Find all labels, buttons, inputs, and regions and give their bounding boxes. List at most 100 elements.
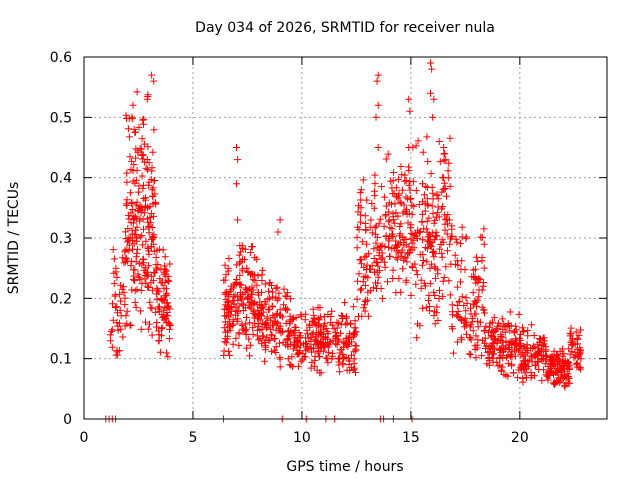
data-point	[494, 337, 502, 345]
data-point	[306, 323, 314, 331]
data-point	[147, 243, 155, 251]
data-point	[544, 376, 552, 384]
data-point	[110, 280, 118, 288]
data-point	[307, 338, 315, 345]
data-point	[333, 341, 341, 349]
data-point	[551, 362, 559, 370]
data-point	[165, 277, 173, 285]
data-point	[534, 340, 542, 348]
data-point	[144, 325, 152, 333]
data-point	[571, 352, 579, 360]
data-point	[373, 285, 380, 292]
data-point	[267, 316, 275, 324]
data-point	[235, 302, 243, 310]
data-point	[507, 352, 514, 360]
data-point	[430, 307, 438, 315]
data-point	[358, 238, 366, 246]
data-point	[243, 344, 251, 352]
data-point	[324, 359, 332, 367]
data-point	[440, 274, 448, 281]
data-point	[430, 248, 438, 256]
data-point	[283, 293, 291, 301]
data-point	[478, 233, 486, 241]
data-point	[370, 187, 378, 195]
data-point	[264, 321, 272, 329]
data-point	[266, 294, 274, 302]
data-point	[528, 352, 536, 360]
data-point	[434, 208, 442, 216]
data-point	[446, 291, 454, 299]
data-point	[371, 224, 379, 232]
data-point	[371, 171, 379, 179]
data-point	[428, 183, 436, 191]
data-point	[158, 325, 165, 333]
data-point	[255, 310, 263, 318]
data-point	[234, 309, 242, 317]
data-point	[250, 307, 258, 315]
data-point	[484, 349, 492, 357]
data-point	[473, 341, 481, 349]
data-point	[472, 253, 480, 261]
data-point	[474, 336, 482, 344]
data-point	[506, 327, 514, 335]
data-point	[140, 259, 148, 267]
data-point	[135, 182, 143, 190]
data-point	[519, 324, 526, 332]
data-point	[233, 180, 240, 188]
data-point	[237, 248, 245, 256]
data-point	[480, 240, 488, 248]
data-point	[284, 328, 292, 336]
data-point	[427, 242, 434, 250]
data-point	[368, 229, 376, 237]
data-point	[355, 313, 362, 320]
data-point	[149, 148, 157, 156]
data-point	[323, 354, 331, 362]
data-point	[567, 324, 575, 332]
data-point	[243, 264, 251, 272]
data-point	[161, 253, 169, 261]
data-point	[222, 339, 230, 347]
data-point	[573, 345, 581, 353]
data-point	[412, 229, 420, 237]
data-point	[153, 323, 160, 331]
data-point	[348, 338, 355, 346]
data-point	[287, 361, 295, 369]
data-point	[265, 287, 273, 295]
data-point	[302, 347, 310, 355]
data-point	[343, 313, 350, 321]
data-point	[258, 340, 266, 348]
data-point	[566, 332, 574, 340]
data-point	[143, 95, 151, 103]
data-point	[225, 347, 233, 355]
data-point	[468, 273, 476, 281]
data-point	[478, 352, 486, 360]
data-point	[123, 196, 131, 204]
data-point	[226, 351, 234, 359]
data-point	[166, 305, 174, 313]
data-point	[311, 340, 319, 348]
data-point	[373, 77, 381, 85]
data-point	[380, 193, 388, 201]
data-point	[524, 326, 532, 334]
data-point	[130, 275, 137, 283]
data-point	[114, 309, 121, 317]
data-point	[297, 357, 305, 365]
data-point	[489, 327, 497, 335]
data-point	[372, 113, 380, 121]
data-point	[444, 211, 452, 219]
data-point	[136, 233, 144, 241]
data-point	[291, 323, 299, 331]
data-point	[341, 299, 349, 307]
data-point	[385, 216, 393, 224]
data-point	[353, 244, 361, 252]
data-point	[427, 243, 435, 251]
data-point	[433, 192, 441, 200]
data-point	[343, 340, 351, 348]
data-point	[109, 316, 117, 324]
data-point	[135, 273, 143, 281]
data-point	[385, 235, 393, 243]
data-point	[453, 302, 461, 309]
data-point	[290, 314, 298, 322]
data-point	[267, 331, 275, 339]
data-point	[542, 353, 550, 361]
